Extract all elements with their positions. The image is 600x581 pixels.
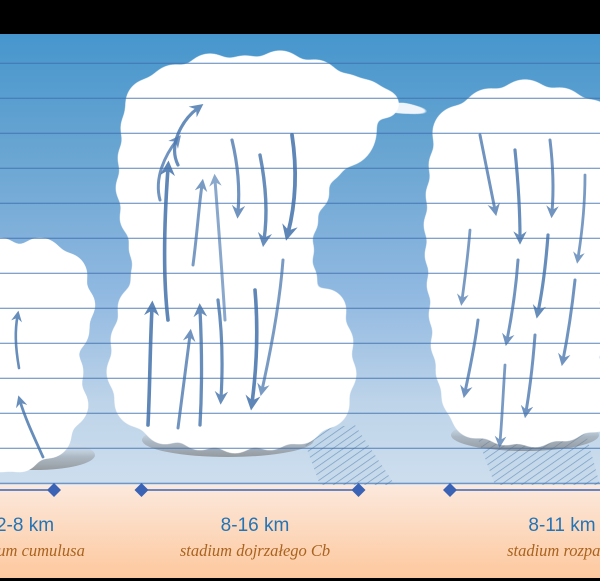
svg-text:stadium cumulusa: stadium cumulusa [0,541,85,560]
svg-text:8-11 km: 8-11 km [528,515,595,536]
svg-text:stadium dojrzałego Cb: stadium dojrzałego Cb [180,541,330,560]
svg-text:stadium rozpadu: stadium rozpadu [507,541,600,560]
svg-text:8-16 km: 8-16 km [221,515,290,536]
svg-text:2-8 km: 2-8 km [0,515,54,536]
